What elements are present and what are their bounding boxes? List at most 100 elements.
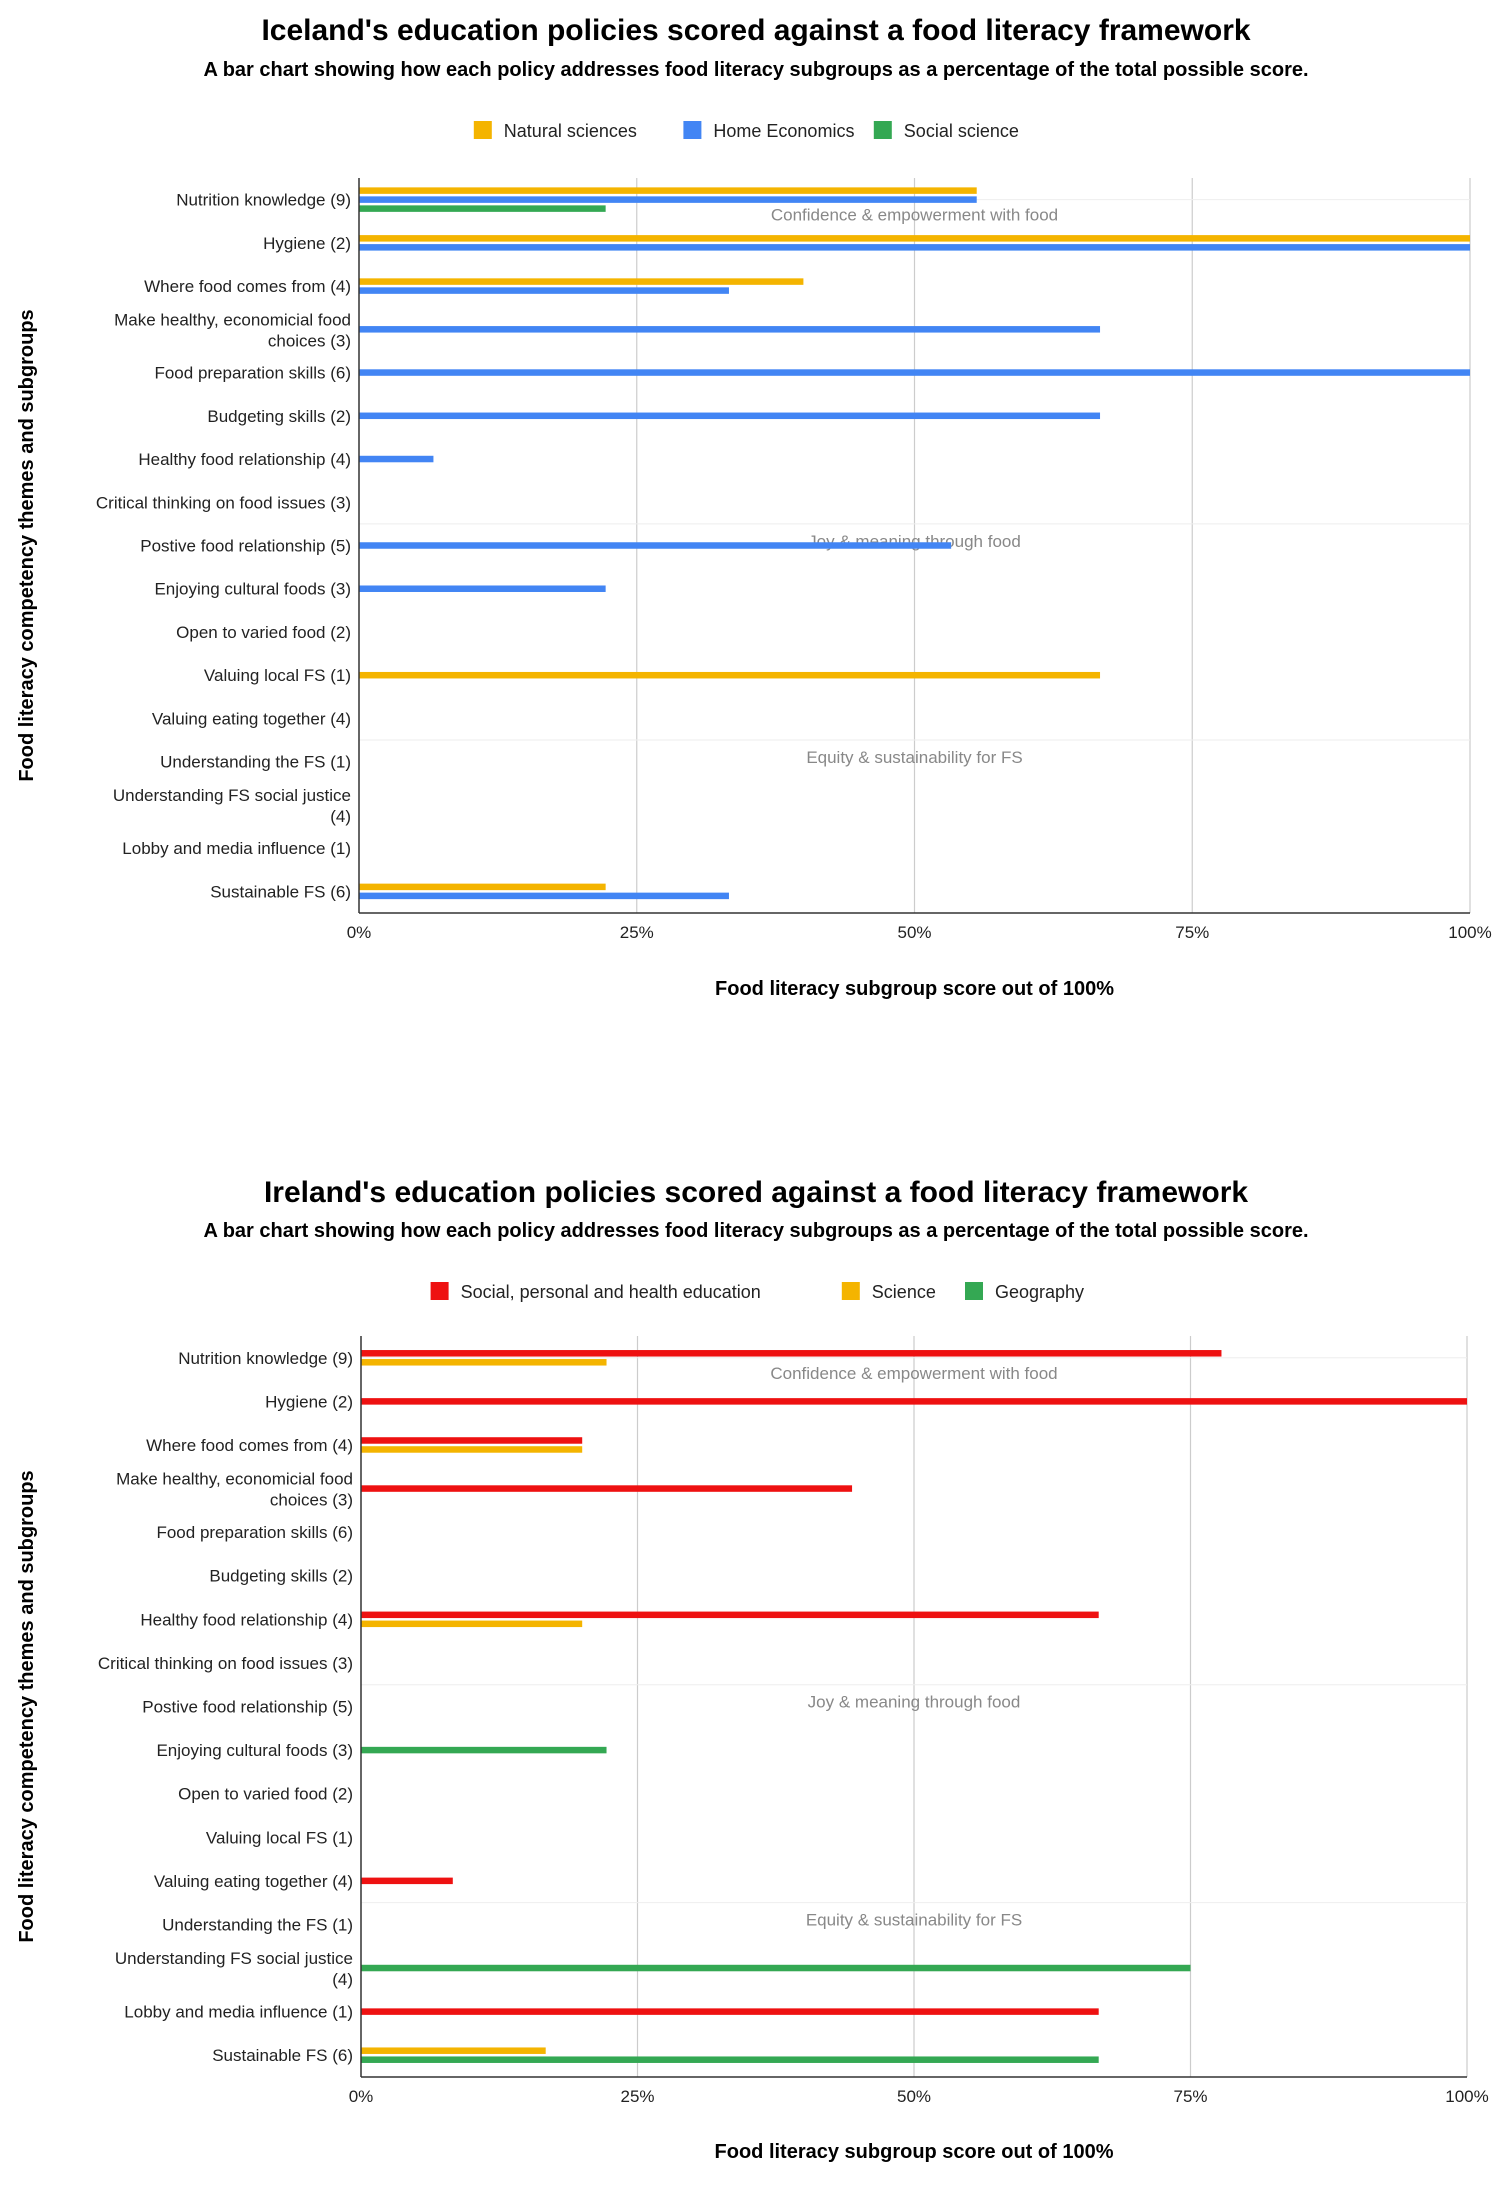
- category-label: Postive food relationship (5): [140, 537, 351, 556]
- bar[interactable]: [361, 1350, 1222, 1357]
- legend: Social, personal and health education Sci…: [430, 1282, 1084, 1302]
- category-label-line: Understanding the FS (1): [160, 753, 351, 772]
- bar[interactable]: [359, 369, 1470, 376]
- bar[interactable]: [359, 671, 1101, 679]
- bar[interactable]: [361, 1877, 453, 1885]
- bar[interactable]: [359, 883, 606, 891]
- bar[interactable]: [361, 1611, 1099, 1619]
- x-axis-title: Food literacy subgroup score out of 100%: [715, 978, 1114, 1000]
- category-label: Lobby and media influence (1): [124, 2003, 353, 2022]
- bar[interactable]: [359, 196, 977, 203]
- legend-label: Social science: [904, 121, 1019, 141]
- category-label: Food preparation skills (6): [154, 364, 351, 383]
- category-label-line: choices (3): [270, 1491, 353, 1510]
- bar[interactable]: [359, 187, 977, 194]
- chart-title: Iceland's education policies scored agai…: [261, 14, 1250, 47]
- bar[interactable]: [359, 455, 434, 463]
- x-tick-label: 50%: [897, 2087, 931, 2106]
- legend-item[interactable]: Social science: [873, 121, 1019, 141]
- legend-swatch: [841, 1282, 860, 1300]
- category-label: Understanding the FS (1): [160, 753, 351, 772]
- x-tick-label: 0%: [349, 2087, 374, 2106]
- bar[interactable]: [361, 1437, 583, 1444]
- bar[interactable]: [359, 244, 1470, 251]
- bar[interactable]: [361, 1359, 607, 1366]
- category-label: Budgeting skills (2): [207, 407, 351, 426]
- category-label-line: Where food comes from (4): [144, 277, 351, 296]
- category-label-line: Valuing local FS (1): [204, 666, 351, 685]
- category-label: Sustainable FS (6): [212, 2046, 353, 2065]
- category-label: Lobby and media influence (1): [122, 839, 351, 858]
- category-label-line: Nutrition knowledge (9): [178, 1349, 353, 1368]
- iceland-chart: Iceland's education policies scored agai…: [16, 14, 1492, 1000]
- bar[interactable]: [359, 585, 606, 592]
- legend-item[interactable]: Geography: [965, 1282, 1084, 1302]
- legend-item[interactable]: Social, personal and health education: [430, 1282, 761, 1302]
- category-label: Where food comes from (4): [144, 277, 351, 296]
- bar[interactable]: [359, 412, 1101, 420]
- legend-item[interactable]: Natural sciences: [473, 121, 637, 141]
- bar[interactable]: [361, 1485, 853, 1492]
- bar[interactable]: [359, 326, 1101, 333]
- bar[interactable]: [361, 2047, 546, 2054]
- category-label-line: choices (3): [268, 331, 351, 350]
- category-label-line: Lobby and media influence (1): [122, 839, 351, 858]
- category-label-line: (4): [332, 1970, 353, 1989]
- legend-label: Science: [872, 1282, 936, 1302]
- bar[interactable]: [361, 1446, 583, 1453]
- bar[interactable]: [361, 1398, 1467, 1405]
- legend-swatch: [965, 1282, 983, 1300]
- theme-label: Confidence & empowerment with food: [770, 1364, 1057, 1383]
- category-label-line: Budgeting skills (2): [207, 407, 351, 426]
- category-label-line: Make healthy, economicial food: [116, 1470, 353, 1489]
- legend-swatch: [683, 121, 702, 139]
- legend-item[interactable]: Home Economics: [683, 121, 854, 141]
- legend-label: Natural sciences: [504, 121, 637, 141]
- category-label-line: Food preparation skills (6): [156, 1523, 353, 1542]
- theme-label: Equity & sustainability for FS: [806, 748, 1022, 767]
- x-axis-title: Food literacy subgroup score out of 100%: [715, 2141, 1114, 2163]
- y-axis-title: Food literacy competency themes and subg…: [16, 309, 38, 781]
- category-label-line: Open to varied food (2): [178, 1785, 353, 1804]
- category-label-line: Critical thinking on food issues (3): [98, 1654, 353, 1673]
- category-label: Understanding FS social justice (4): [115, 1949, 353, 1989]
- bar[interactable]: [359, 235, 1470, 242]
- x-tick-label: 50%: [897, 923, 931, 942]
- category-label: Sustainable FS (6): [210, 882, 351, 901]
- theme-label: Confidence & empowerment with food: [771, 206, 1058, 225]
- bar[interactable]: [359, 287, 729, 294]
- category-label: Enjoying cultural foods (3): [154, 580, 351, 599]
- category-label-line: Postive food relationship (5): [140, 537, 351, 556]
- bar[interactable]: [361, 1620, 583, 1628]
- bar[interactable]: [359, 205, 606, 212]
- chart-title: Ireland's education policies scored agai…: [264, 1176, 1248, 1209]
- category-label: Nutrition knowledge (9): [178, 1349, 353, 1368]
- x-tick-label: 25%: [620, 2087, 654, 2106]
- category-label: Enjoying cultural foods (3): [156, 1741, 353, 1760]
- category-label-line: Understanding FS social justice: [115, 1949, 353, 1968]
- category-label-line: Sustainable FS (6): [210, 882, 351, 901]
- category-label-line: Hygiene (2): [265, 1392, 353, 1411]
- category-label-line: Nutrition knowledge (9): [176, 191, 351, 210]
- bar[interactable]: [359, 278, 804, 285]
- bar[interactable]: [361, 2056, 1099, 2063]
- category-label: Valuing eating together (4): [152, 709, 351, 728]
- category-label: Valuing eating together (4): [154, 1872, 353, 1891]
- legend-swatch: [430, 1282, 449, 1300]
- legend-label: Geography: [995, 1282, 1084, 1302]
- x-tick-label: 0%: [347, 923, 372, 942]
- x-tick-label: 75%: [1173, 2087, 1207, 2106]
- category-label-line: Understanding FS social justice: [113, 786, 351, 805]
- category-label-line: Understanding the FS (1): [162, 1915, 353, 1934]
- category-label-line: Enjoying cultural foods (3): [156, 1741, 353, 1760]
- bar[interactable]: [361, 2008, 1099, 2015]
- category-label-line: Valuing eating together (4): [152, 709, 351, 728]
- category-label-line: Budgeting skills (2): [209, 1567, 353, 1586]
- category-label-line: Where food comes from (4): [146, 1436, 353, 1455]
- bar[interactable]: [359, 892, 729, 900]
- bar[interactable]: [361, 1746, 607, 1754]
- bar[interactable]: [361, 1964, 1191, 1972]
- category-label: Healthy food relationship (4): [140, 1610, 353, 1629]
- bar[interactable]: [359, 542, 952, 549]
- legend-item[interactable]: Science: [841, 1282, 936, 1302]
